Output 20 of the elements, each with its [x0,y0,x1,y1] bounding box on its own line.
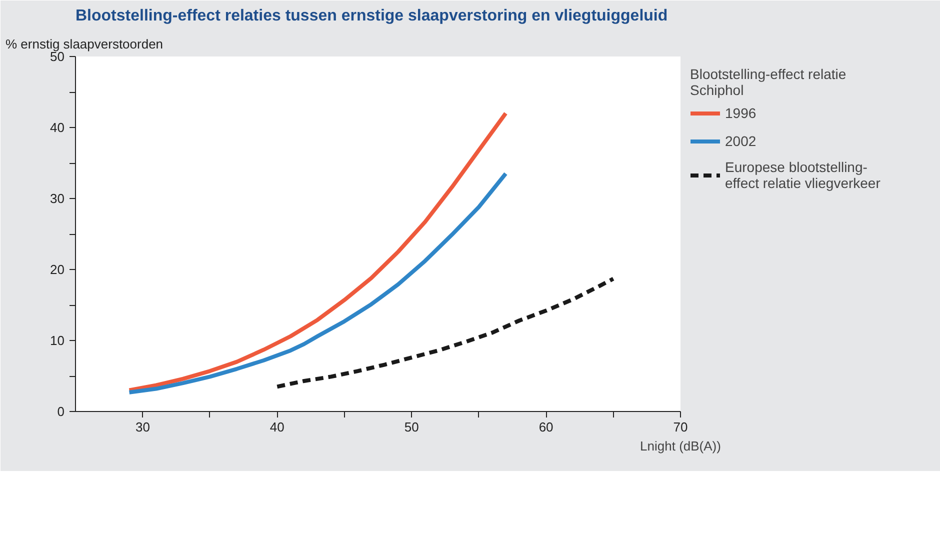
y-tick-label: 30 [50,191,65,206]
line-series [127,111,508,392]
y-tick-label: 10 [50,333,65,348]
y-axis-title: % ernstig slaapverstoorden [6,36,164,52]
y-tick-label: 0 [57,404,65,419]
legend-label: Europese blootstelling-effect relatie vliegverkeer [725,159,880,191]
x-tick-label: 30 [135,420,150,434]
x-tick-label: 70 [673,420,688,434]
legend-label: 2002 [725,132,756,151]
y-tick-label: 40 [50,120,65,135]
line-series [275,276,616,389]
x-tick-label: 40 [270,420,284,434]
x-tick-label: 50 [404,420,419,434]
chart-title: Blootstelling-effect relaties tussen ernstige slaapverstoring en vliegtuiggeluid [76,8,668,24]
line-series [127,172,508,394]
x-axis-title: Lnight (dB(A)) [640,438,721,454]
y-tick-label: 20 [50,262,65,277]
legend-label: 1996 [725,104,756,123]
legend-title: Blootstelling-effect relatie Schiphol [690,66,848,98]
x-tick-label: 60 [538,420,554,434]
